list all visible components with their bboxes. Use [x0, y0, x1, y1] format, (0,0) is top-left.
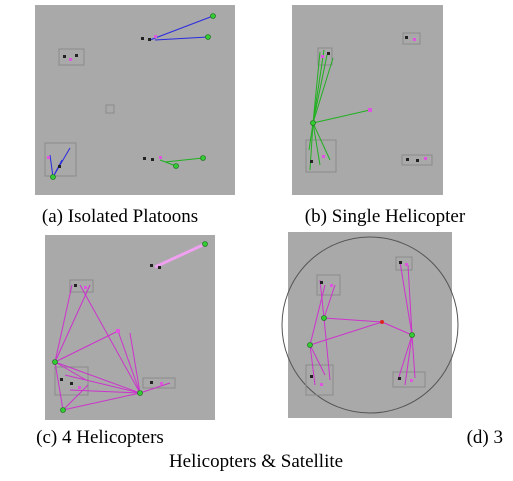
unit — [63, 55, 66, 58]
panel-a — [35, 5, 235, 195]
panel-background — [35, 5, 235, 195]
helicopter — [203, 242, 208, 247]
helicopter — [311, 121, 316, 126]
unit — [322, 155, 325, 158]
helicopter — [211, 14, 216, 19]
helicopter — [174, 164, 179, 169]
unit — [143, 157, 146, 160]
figure: (a) Isolated Platoons (b) Single Helicop… — [0, 0, 513, 481]
caption: (c) 4 Helicopters — [36, 427, 164, 448]
unit — [327, 52, 330, 55]
helicopter — [138, 391, 143, 396]
unit — [416, 159, 419, 162]
unit — [58, 165, 61, 168]
helicopter — [61, 408, 66, 413]
unit — [158, 266, 161, 269]
caption: (a) Isolated Platoons — [42, 206, 198, 227]
unit — [413, 38, 416, 41]
unit — [330, 284, 333, 287]
unit — [320, 383, 323, 386]
unit — [60, 378, 63, 381]
unit — [75, 54, 78, 57]
unit — [154, 35, 157, 38]
helicopter — [51, 175, 56, 180]
unit — [159, 156, 162, 159]
unit — [320, 281, 323, 284]
marker — [380, 320, 384, 324]
unit — [310, 160, 313, 163]
unit — [74, 284, 77, 287]
caption: (b) Single Helicopter — [305, 206, 466, 227]
unit — [399, 261, 402, 264]
helicopter — [308, 343, 313, 348]
helicopter — [410, 333, 415, 338]
unit — [148, 38, 151, 41]
unit — [160, 382, 163, 385]
unit — [70, 382, 73, 385]
unit — [406, 158, 409, 161]
unit — [410, 379, 413, 382]
unit — [116, 329, 120, 333]
panel-c — [45, 235, 215, 420]
unit — [150, 381, 153, 384]
unit — [69, 58, 72, 61]
unit — [78, 386, 81, 389]
unit — [150, 264, 153, 267]
caption: Helicopters & Satellite — [169, 451, 343, 472]
helicopter — [201, 156, 206, 161]
unit — [368, 108, 372, 112]
helicopter — [322, 316, 327, 321]
panel-b — [292, 5, 443, 195]
unit — [321, 55, 324, 58]
caption: (d) 3 — [467, 427, 503, 448]
panel-d — [282, 232, 458, 418]
unit — [398, 377, 401, 380]
panel-background — [288, 232, 452, 418]
unit — [310, 375, 313, 378]
unit — [151, 158, 154, 161]
unit — [405, 36, 408, 39]
unit — [405, 263, 408, 266]
helicopter — [206, 35, 211, 40]
unit — [47, 156, 50, 159]
unit — [424, 157, 427, 160]
helicopter — [53, 360, 58, 365]
unit — [141, 37, 144, 40]
unit — [84, 286, 87, 289]
